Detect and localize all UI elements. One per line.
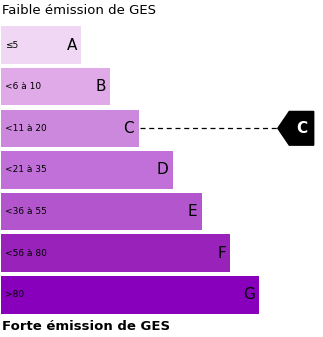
Bar (1, 235, 230, 272)
Bar (1, 151, 173, 189)
Text: <56 à 80: <56 à 80 (5, 249, 47, 258)
Text: ≤5: ≤5 (5, 40, 18, 50)
Bar (1, 68, 110, 105)
Text: <6 à 10: <6 à 10 (5, 82, 41, 91)
Bar (1, 110, 139, 147)
Bar (1, 26, 81, 64)
Text: C: C (296, 121, 307, 136)
Polygon shape (278, 112, 314, 145)
Text: C: C (124, 121, 134, 136)
Text: >80: >80 (5, 290, 24, 299)
Bar (1, 193, 202, 230)
Text: E: E (188, 204, 197, 219)
Text: G: G (243, 287, 255, 302)
Text: <36 à 55: <36 à 55 (5, 207, 47, 216)
Text: A: A (67, 37, 77, 53)
Text: D: D (157, 162, 169, 178)
Text: Faible émission de GES: Faible émission de GES (2, 4, 156, 17)
Text: Forte émission de GES: Forte émission de GES (2, 320, 170, 333)
Text: B: B (95, 79, 106, 94)
Text: <21 à 35: <21 à 35 (5, 165, 47, 175)
Text: <11 à 20: <11 à 20 (5, 124, 47, 133)
Bar (1, 276, 259, 314)
Text: F: F (217, 246, 226, 261)
